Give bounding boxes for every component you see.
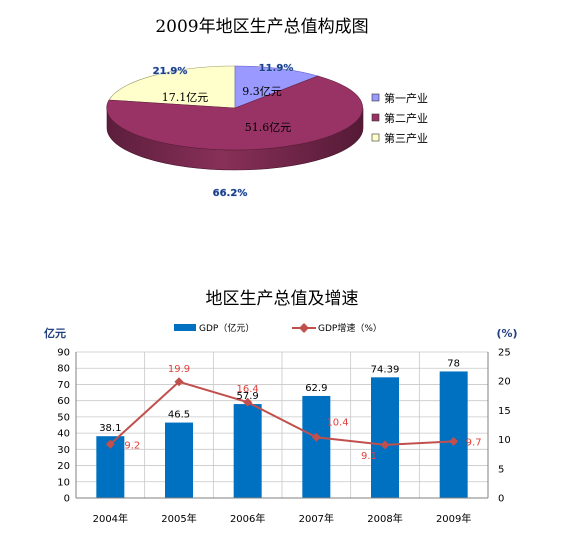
pie-slice-tertiary (108, 65, 236, 109)
x-tick-label: 2009年 (436, 512, 471, 525)
y-tick-right: 20 (498, 377, 511, 388)
y-tick-left: 90 (57, 348, 70, 359)
data-labels: 38.1 46.5 57.9 62.9 74.39 78 9.2 19.9 16.4 10.4 9.… (99, 358, 481, 461)
pie-slice-primary (234, 65, 319, 109)
pie-percent-label-secondary: 66.2% (213, 188, 248, 199)
growth-point-label: 10.4 (326, 417, 348, 428)
y-tick-right: 0 (498, 494, 504, 505)
pie-percent-label-primary: 11.9% (259, 63, 294, 74)
combo-title: 地区生产总值及增速 (206, 289, 359, 309)
legend-bar-label: GDP（亿元） (199, 322, 254, 334)
combo-chart: 地区生产总值及增速 GDP（亿元） GDP增速（%） 亿元 (%) 0 10 20 3… (44, 289, 518, 525)
gdp-bar (371, 377, 399, 498)
legend-line-label: GDP增速（%） (318, 322, 382, 334)
growth-point-label: 19.9 (168, 364, 190, 375)
legend-label-primary: 第一产业 (384, 91, 428, 105)
gdp-bar-label: 57.9 (237, 391, 259, 402)
y-tick-left: 60 (57, 396, 70, 407)
growth-point (174, 377, 184, 387)
legend-swatch-primary (371, 93, 380, 102)
growth-point-label: 9.7 (466, 437, 482, 448)
x-tick-label: 2008年 (367, 512, 402, 525)
pie-legend: 第一产业 第二产业 第三产业 (371, 91, 428, 145)
y-tick-left: 10 (57, 477, 70, 488)
pie-value-label-secondary: 51.6亿元 (245, 121, 292, 134)
growth-point (243, 397, 253, 407)
x-tick-label: 2007年 (299, 512, 334, 525)
y-axis-right-unit: (%) (496, 327, 517, 340)
combo-legend: GDP（亿元） GDP增速（%） (174, 322, 382, 334)
growth-point-label: 9.1 (361, 451, 377, 462)
legend-bar-swatch (174, 324, 196, 331)
gdp-bar-label: 74.39 (371, 364, 400, 375)
grid-lines (76, 351, 488, 499)
y-tick-left: 80 (57, 364, 70, 375)
legend-swatch-tertiary (371, 133, 380, 142)
pie-chart: 2009年地区生产总值构成图 9.3亿元 51.6亿元 17.1亿元 11.9%… (106, 17, 428, 199)
legend-line-marker (299, 323, 309, 333)
x-tick-label: 2005年 (161, 512, 196, 525)
y-tick-left: 40 (57, 429, 70, 440)
gdp-bar-label: 46.5 (168, 410, 190, 421)
pie-percent-label-tertiary: 21.9% (153, 66, 188, 77)
y-tick-left: 0 (64, 494, 70, 505)
y-tick-right: 15 (498, 406, 511, 417)
y-tick-right: 10 (498, 435, 511, 446)
gdp-bar (302, 395, 331, 498)
y-tick-right: 5 (498, 464, 504, 475)
gdp-bar (439, 371, 468, 498)
pie-value-label-primary: 9.3亿元 (242, 85, 282, 98)
pie-title: 2009年地区生产总值构成图 (155, 17, 368, 37)
axis-ticks: 0 10 20 30 40 50 60 70 80 90 0 5 10 15 20 25 2004年 2005年 2… (57, 348, 510, 526)
pie-value-label-tertiary: 17.1亿元 (162, 91, 209, 104)
gdp-bar (165, 422, 193, 498)
y-tick-left: 20 (57, 461, 70, 472)
growth-point-label: 16.4 (237, 384, 259, 395)
y-tick-left: 30 (57, 445, 70, 456)
gdp-bar-label: 78 (447, 358, 460, 369)
y-tick-left: 50 (57, 412, 70, 423)
growth-point-label: 9.2 (124, 440, 140, 451)
legend-label-secondary: 第二产业 (384, 111, 428, 125)
pie-slice-secondary (106, 75, 363, 151)
y-axis-left-unit: 亿元 (44, 326, 66, 340)
x-tick-label: 2006年 (230, 512, 265, 525)
gdp-bar-label: 62.9 (305, 383, 327, 394)
gdp-bars (96, 371, 468, 498)
growth-point (105, 439, 115, 449)
y-tick-right: 25 (498, 348, 511, 359)
gdp-bar (233, 404, 262, 498)
gdp-bar-label: 38.1 (99, 423, 121, 434)
legend-label-tertiary: 第三产业 (384, 131, 428, 145)
legend-swatch-secondary (371, 113, 380, 122)
y-tick-left: 70 (57, 380, 70, 391)
growth-line-path (109, 380, 454, 446)
x-tick-label: 2004年 (93, 512, 128, 525)
